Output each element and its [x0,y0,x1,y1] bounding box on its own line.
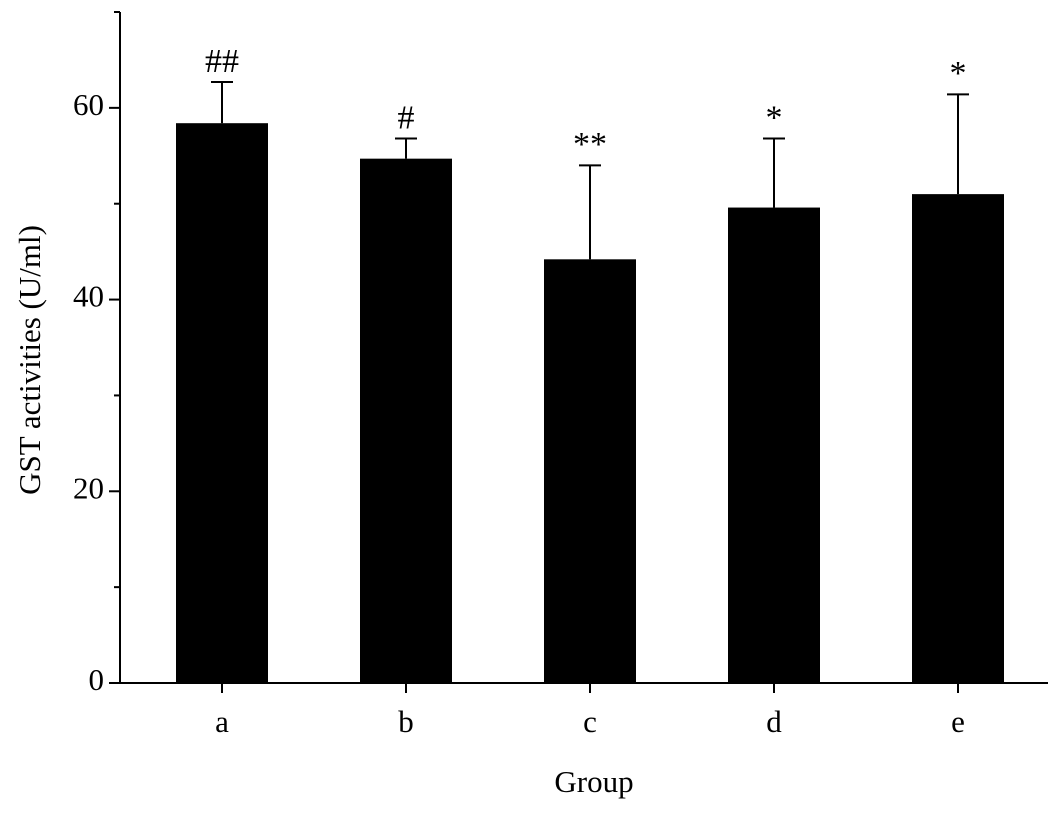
bar [176,123,268,684]
x-tick-label: d [766,704,782,739]
x-tick-label: a [215,704,229,739]
annotation: * [766,99,783,136]
bar [912,194,1004,683]
x-tick-label: c [583,704,597,739]
annotation: * [950,55,967,92]
y-tick-label: 20 [73,470,104,505]
y-axis-label: GST activities (U/ml) [12,225,47,495]
x-axis-label: Group [554,764,633,799]
annotation: # [398,99,415,136]
annotation: ** [573,126,607,163]
x-tick-label: e [951,704,965,739]
y-tick-label: 0 [89,662,105,697]
y-tick-label: 60 [73,87,104,122]
y-tick-label: 40 [73,279,104,314]
bar [544,259,636,683]
bar [728,207,820,683]
x-tick-label: b [398,704,414,739]
annotation: ## [205,43,239,80]
bar [360,158,452,683]
